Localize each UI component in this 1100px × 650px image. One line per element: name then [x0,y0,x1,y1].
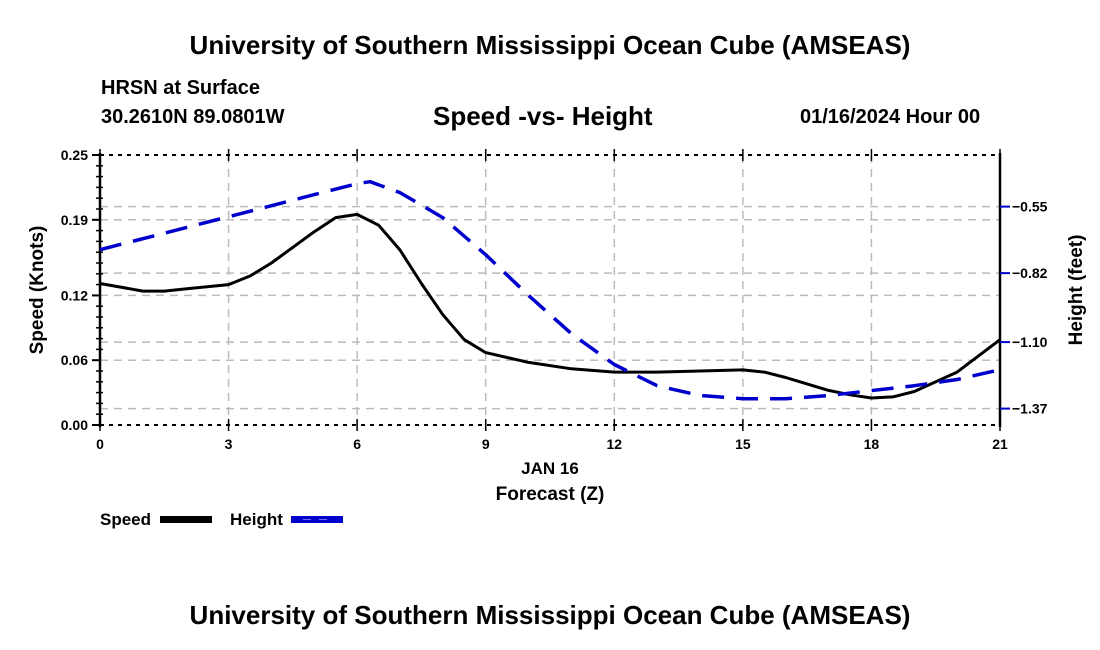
y-axis-label: Speed (Knots) [27,226,48,355]
coordinates-label: 30.2610N 89.0801W [101,106,285,128]
x-tick-label: 21 [992,436,1008,452]
speed-line [99,212,1001,400]
x-tick-label: 6 [353,436,361,452]
x-tick-label: 3 [225,436,233,452]
footer-title: University of Southern Mississippi Ocean… [189,600,911,630]
y-tick-label: 0.12 [61,287,88,303]
y2-tick-label: −0.55 [1012,199,1048,215]
chart-subtitle: Speed -vs- Height [433,101,653,131]
legend-height-swatch [291,516,343,523]
axis-ticks [92,149,1010,431]
station-label: HRSN at Surface [101,77,260,99]
y-tick-label: 0.06 [61,352,88,368]
axis-labels: 0 3 6 9 12 15 18 21 0.00 0.06 0.12 0.19 0.25 −0.55 −0.… [27,147,1087,505]
series-group [99,179,1001,401]
legend-speed-label: Speed [100,510,152,529]
y2-axis-label: Height (feet) [1066,235,1087,346]
y-tick-label: 0.19 [61,212,88,228]
x-tick-label: 0 [96,436,104,452]
plot-frame [98,153,1002,427]
height-line [99,179,1001,401]
y2-tick-label: −0.82 [1012,265,1048,281]
x-tick-label: 18 [864,436,880,452]
x-tick-label: 15 [735,436,751,452]
x-tick-label: 12 [606,436,622,452]
datetime-label: 01/16/2024 Hour 00 [800,106,981,128]
x-axis-date-label: JAN 16 [521,459,579,478]
legend-height-label: Height [230,510,283,529]
main-title: University of Southern Mississippi Ocean… [189,30,911,60]
grid-lines [100,155,1000,425]
legend-speed-swatch [160,516,212,523]
x-tick-label: 9 [482,436,490,452]
y2-tick-label: −1.10 [1012,334,1048,350]
y2-tick-label: −1.37 [1012,401,1048,417]
y-tick-label: 0.25 [61,147,88,163]
x-axis-label: Forecast (Z) [496,484,605,505]
y-tick-label: 0.00 [61,417,88,433]
